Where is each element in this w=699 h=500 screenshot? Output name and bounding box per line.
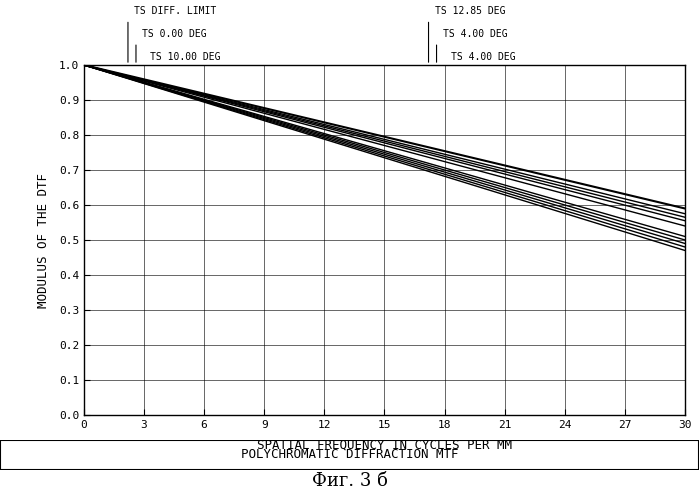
Text: POLYCHROMATIC DIFFRACTION MTF: POLYCHROMATIC DIFFRACTION MTF — [240, 448, 459, 462]
Text: Фиг. 3 б: Фиг. 3 б — [312, 472, 387, 490]
Text: TS 12.85 DEG: TS 12.85 DEG — [435, 6, 505, 16]
Text: TS DIFF. LIMIT: TS DIFF. LIMIT — [134, 6, 216, 16]
Text: TS 0.00 DEG: TS 0.00 DEG — [142, 28, 207, 39]
X-axis label: SPATIAL FREQUENCY IN CYCLES PER MM: SPATIAL FREQUENCY IN CYCLES PER MM — [257, 438, 512, 451]
Text: TS 10.00 DEG: TS 10.00 DEG — [150, 52, 220, 62]
Text: TS 4.00 DEG: TS 4.00 DEG — [451, 52, 515, 62]
Y-axis label: MODULUS OF THE DTF: MODULUS OF THE DTF — [38, 172, 50, 308]
Text: TS 4.00 DEG: TS 4.00 DEG — [442, 28, 507, 39]
